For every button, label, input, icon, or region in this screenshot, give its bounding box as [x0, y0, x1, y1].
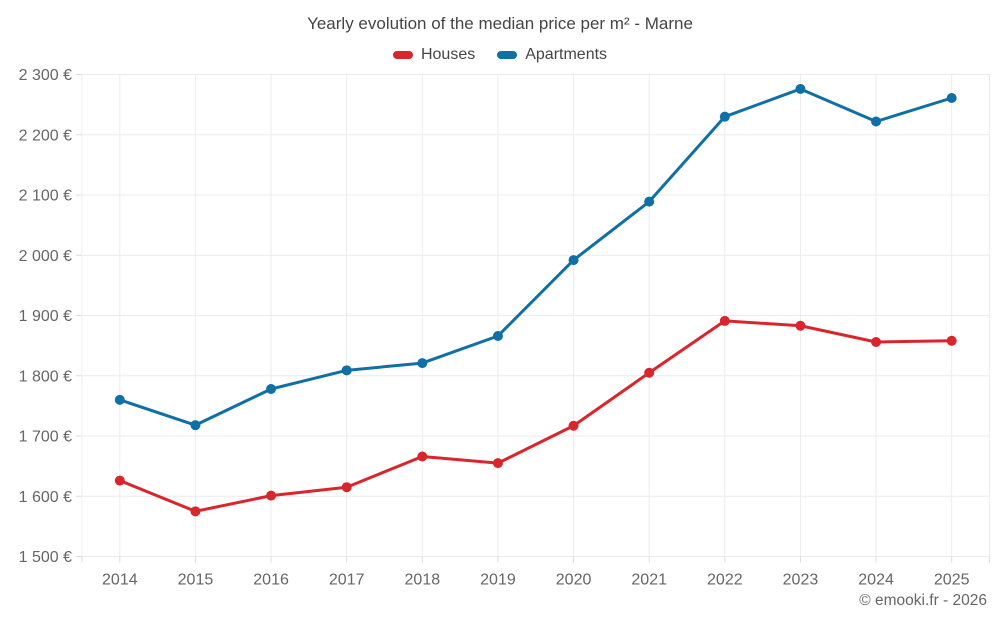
attribution: © emooki.fr - 2026	[859, 592, 987, 609]
apartments-point-2014[interactable]	[114, 394, 125, 405]
y-axis-label-1800: 1 800 €	[19, 368, 72, 385]
houses-point-2024[interactable]	[871, 337, 882, 348]
legend-item-houses[interactable]: Houses	[392, 46, 476, 64]
y-axis-label-2100: 2 100 €	[19, 188, 72, 205]
x-axis-label-2025: 2025	[934, 572, 970, 589]
y-axis-label-1700: 1 700 €	[19, 429, 72, 446]
x-axis-label-2019: 2019	[480, 572, 516, 589]
apartments-line	[118, 87, 954, 427]
apartments-point-2021[interactable]	[644, 196, 655, 207]
x-axis-label-2016: 2016	[253, 572, 289, 589]
houses-point-2021[interactable]	[644, 367, 655, 378]
apartments-swatch-icon	[497, 51, 518, 59]
houses-point-2019[interactable]	[492, 458, 503, 469]
houses-point-2016[interactable]	[266, 490, 277, 501]
houses-point-2023[interactable]	[795, 320, 806, 331]
y-axis-label-2300: 2 300 €	[19, 67, 72, 84]
houses-line	[118, 319, 954, 513]
x-axis-label-2017: 2017	[329, 572, 365, 589]
houses-point-2017[interactable]	[341, 482, 352, 493]
houses-point-2014[interactable]	[114, 475, 125, 486]
legend-item-apartments[interactable]: Apartments	[497, 46, 607, 64]
houses-point-2022[interactable]	[719, 315, 730, 326]
houses-point-2015[interactable]	[190, 506, 201, 517]
apartments-point-2025[interactable]	[946, 92, 957, 103]
x-axis-label-2018: 2018	[405, 572, 441, 589]
chart-title: Yearly evolution of the median price per…	[307, 14, 693, 33]
x-axis-label-2015: 2015	[178, 572, 214, 589]
apartments-point-2022[interactable]	[719, 111, 730, 122]
apartments-point-2020[interactable]	[568, 255, 579, 266]
x-axis-label-2020: 2020	[556, 572, 592, 589]
apartments-point-2015[interactable]	[190, 420, 201, 431]
y-axis-label-2200: 2 200 €	[19, 127, 72, 144]
y-axis-label-1600: 1 600 €	[19, 489, 72, 506]
apartments-point-2024[interactable]	[871, 116, 882, 127]
apartments-point-2018[interactable]	[417, 358, 428, 369]
x-axis-label-2021: 2021	[631, 572, 667, 589]
x-axis-label-2023: 2023	[783, 572, 819, 589]
apartments-point-2016[interactable]	[266, 384, 277, 395]
x-axis-label-2024: 2024	[858, 572, 894, 589]
apartments-point-2019[interactable]	[492, 330, 503, 341]
x-axis-label-2014: 2014	[102, 572, 138, 589]
houses-point-2025[interactable]	[946, 335, 957, 346]
apartments-point-2023[interactable]	[795, 83, 806, 94]
houses-point-2018[interactable]	[417, 451, 428, 462]
y-axis-label-1900: 1 900 €	[19, 308, 72, 325]
y-axis-label-1500: 1 500 €	[19, 549, 72, 566]
y-axis-label-2000: 2 000 €	[19, 248, 72, 265]
legend-label-apartments: Apartments	[525, 46, 608, 63]
x-axis-label-2022: 2022	[707, 572, 743, 589]
apartments-point-2017[interactable]	[341, 365, 352, 376]
houses-swatch-icon	[392, 51, 413, 59]
houses-point-2020[interactable]	[568, 420, 579, 431]
legend-label-houses: Houses	[420, 46, 476, 63]
chart-legend: Houses Apartments	[0, 46, 1000, 64]
